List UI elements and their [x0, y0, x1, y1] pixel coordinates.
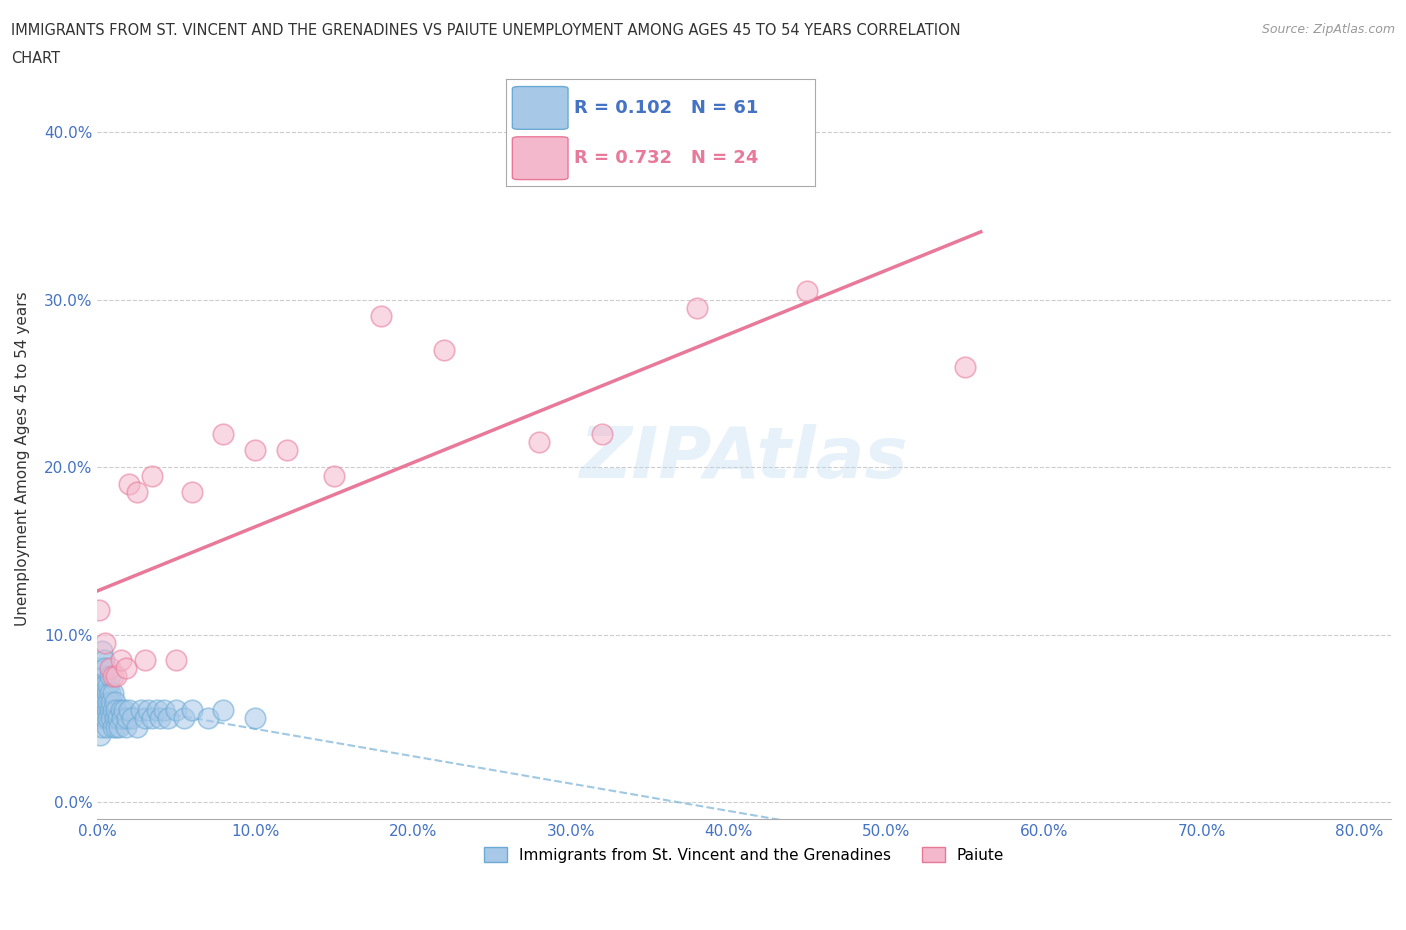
Point — [91, 644, 114, 658]
Point — [276, 443, 298, 458]
Point — [121, 711, 143, 725]
Text: R = 0.102   N = 61: R = 0.102 N = 61 — [574, 99, 759, 117]
Point — [111, 711, 134, 725]
Point — [94, 694, 117, 709]
Point — [97, 711, 120, 725]
Point — [97, 677, 120, 692]
Point — [197, 711, 219, 725]
Point — [370, 309, 392, 324]
Point — [104, 711, 127, 725]
Point — [93, 702, 115, 717]
Point — [180, 485, 202, 499]
Point — [87, 602, 110, 617]
Point — [96, 719, 118, 734]
Point — [591, 426, 613, 441]
Point — [93, 652, 115, 667]
Point — [94, 677, 117, 692]
Point — [114, 719, 136, 734]
Point — [89, 727, 111, 742]
Point — [322, 468, 344, 483]
Point — [93, 685, 115, 700]
Point — [180, 702, 202, 717]
Point — [98, 702, 121, 717]
Point — [141, 711, 163, 725]
Point — [105, 669, 128, 684]
Point — [110, 702, 132, 717]
Point — [686, 300, 709, 315]
Point — [131, 702, 153, 717]
Point — [112, 702, 135, 717]
Point — [97, 694, 120, 709]
Legend: Immigrants from St. Vincent and the Grenadines, Paiute: Immigrants from St. Vincent and the Gren… — [478, 841, 1011, 869]
Point — [89, 685, 111, 700]
Point — [91, 719, 114, 734]
Point — [212, 702, 235, 717]
Point — [433, 342, 456, 357]
Point — [98, 669, 121, 684]
Point — [87, 660, 110, 675]
Point — [146, 702, 169, 717]
Point — [141, 468, 163, 483]
Point — [107, 711, 129, 725]
Point — [125, 719, 148, 734]
Text: CHART: CHART — [11, 51, 60, 66]
Point — [212, 426, 235, 441]
Point — [101, 702, 124, 717]
Text: R = 0.732   N = 24: R = 0.732 N = 24 — [574, 149, 759, 167]
Point — [796, 284, 818, 299]
Point — [96, 685, 118, 700]
Point — [136, 702, 159, 717]
Point — [91, 694, 114, 709]
Point — [89, 702, 111, 717]
Point — [100, 694, 122, 709]
FancyBboxPatch shape — [512, 86, 568, 129]
Point — [87, 694, 110, 709]
Point — [91, 677, 114, 692]
Point — [105, 719, 128, 734]
Point — [125, 485, 148, 499]
Point — [173, 711, 195, 725]
Point — [115, 711, 138, 725]
Point — [101, 719, 124, 734]
Point — [953, 359, 976, 374]
Point — [108, 719, 131, 734]
Text: Source: ZipAtlas.com: Source: ZipAtlas.com — [1261, 23, 1395, 36]
Point — [87, 677, 110, 692]
Point — [104, 694, 127, 709]
Point — [149, 711, 172, 725]
Point — [157, 711, 180, 725]
Point — [165, 702, 187, 717]
Point — [118, 476, 141, 491]
Point — [96, 702, 118, 717]
Point — [118, 702, 141, 717]
Text: IMMIGRANTS FROM ST. VINCENT AND THE GRENADINES VS PAIUTE UNEMPLOYMENT AMONG AGES: IMMIGRANTS FROM ST. VINCENT AND THE GREN… — [11, 23, 960, 38]
Point — [93, 669, 115, 684]
Point — [98, 660, 121, 675]
Point — [98, 685, 121, 700]
Point — [152, 702, 174, 717]
Point — [94, 635, 117, 650]
Point — [243, 443, 266, 458]
Text: ZIPAtlas: ZIPAtlas — [579, 424, 908, 493]
Y-axis label: Unemployment Among Ages 45 to 54 years: Unemployment Among Ages 45 to 54 years — [15, 291, 30, 626]
Point — [100, 711, 122, 725]
Point — [101, 669, 124, 684]
Point — [105, 702, 128, 717]
Point — [101, 685, 124, 700]
Point — [527, 434, 550, 449]
Point — [94, 660, 117, 675]
Point — [165, 652, 187, 667]
Point — [87, 711, 110, 725]
Point — [114, 660, 136, 675]
Point — [110, 652, 132, 667]
Point — [243, 711, 266, 725]
Point — [134, 652, 156, 667]
Point — [134, 711, 156, 725]
FancyBboxPatch shape — [512, 137, 568, 179]
Point — [94, 711, 117, 725]
